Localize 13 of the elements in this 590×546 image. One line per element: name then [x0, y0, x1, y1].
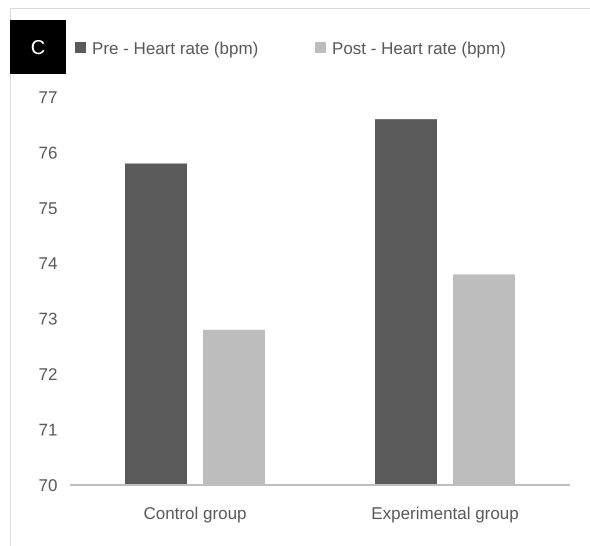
x-tick-label: Experimental group — [371, 504, 519, 523]
y-tick-label: 75 — [38, 198, 58, 218]
y-tick-label: 71 — [38, 420, 58, 440]
y-tick-label: 70 — [38, 476, 58, 495]
text: C — [30, 37, 46, 59]
legend-label: Pre - Heart rate (bpm) — [92, 38, 258, 58]
y-tick-label: 74 — [38, 254, 58, 274]
y-tick-label: 73 — [38, 310, 58, 329]
x-tick-label: Control group — [143, 504, 247, 523]
legend-label: Post - Heart rate (bpm) — [332, 38, 506, 58]
y-tick-label: 72 — [38, 365, 58, 384]
y-tick-label: 77 — [38, 88, 58, 107]
y-tick-label: 76 — [38, 143, 58, 162]
